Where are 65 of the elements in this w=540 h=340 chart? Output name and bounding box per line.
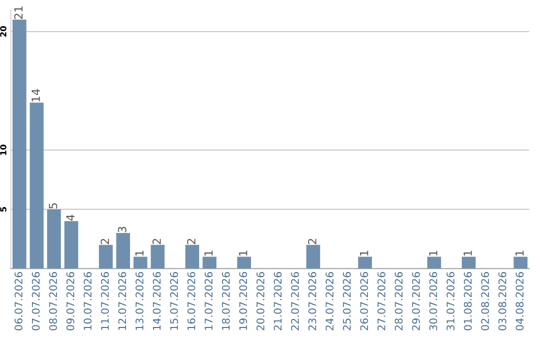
data-label: 14 xyxy=(32,89,40,102)
y-tick-label: 5 xyxy=(0,207,6,212)
bar xyxy=(150,244,165,269)
data-label: 4 xyxy=(66,214,74,221)
x-tick-label: 06.07.2026 xyxy=(14,272,22,330)
x-tick-label: 02.08.2026 xyxy=(481,272,490,330)
data-label: 1 xyxy=(464,250,472,256)
x-tick-label: 18.07.2026 xyxy=(222,272,230,330)
x-tick-label: 09.07.2026 xyxy=(66,272,74,330)
x-tick-label: 14.07.2026 xyxy=(152,272,161,330)
x-tick-label: 29.07.2026 xyxy=(412,272,420,330)
x-tick-label: 17.07.2026 xyxy=(204,272,213,330)
data-label: 2 xyxy=(100,238,109,244)
data-label: 5 xyxy=(48,203,58,208)
x-tick-label: 31.07.2026 xyxy=(446,272,454,330)
data-label: 2 xyxy=(187,238,196,244)
data-label: 1 xyxy=(135,250,144,256)
x-tick-label: 03.08.2026 xyxy=(498,272,506,330)
x-tick-label: 01.08.2026 xyxy=(464,272,472,330)
x-tick-label: 07.07.2026 xyxy=(32,272,40,330)
bar xyxy=(30,102,44,269)
bar xyxy=(12,20,26,269)
bar xyxy=(64,221,78,269)
bar xyxy=(462,256,476,269)
x-tick-label: 25.07.2026 xyxy=(342,272,351,330)
data-label: 1 xyxy=(239,250,248,256)
x-tick-label: 23.07.2026 xyxy=(308,272,316,330)
data-label: 2 xyxy=(308,238,316,244)
x-tick-label: 22.07.2026 xyxy=(291,272,299,330)
x-tick-label: 30.07.2026 xyxy=(429,272,438,330)
x-tick-label: 16.07.2026 xyxy=(187,272,196,330)
bar xyxy=(306,244,320,269)
data-label: 1 xyxy=(516,250,524,256)
bar xyxy=(514,256,528,269)
x-tick-label: 20.07.2026 xyxy=(256,272,264,330)
x-tick-label: 15.07.2026 xyxy=(170,272,178,330)
data-label: 3 xyxy=(118,226,126,232)
bar xyxy=(116,233,130,269)
x-tick-label: 19.07.2026 xyxy=(239,272,248,330)
bar xyxy=(237,256,251,269)
x-tick-label: 08.07.2026 xyxy=(49,272,58,330)
bar xyxy=(202,256,216,269)
bar xyxy=(47,209,61,269)
y-tick-label: 10 xyxy=(0,144,6,155)
data-label: 1 xyxy=(429,250,438,256)
data-label: 21 xyxy=(14,6,23,19)
x-tick-label: 24.07.2026 xyxy=(326,272,334,330)
x-tick-label: 27.07.2026 xyxy=(377,272,386,330)
x-tick-label: 12.07.2026 xyxy=(118,272,126,330)
data-label: 2 xyxy=(152,238,161,244)
bar xyxy=(358,256,372,269)
x-tick-label: 26.07.2026 xyxy=(360,272,368,330)
x-tick-label: 21.07.2026 xyxy=(274,272,282,330)
x-tick-label: 13.07.2026 xyxy=(136,272,144,330)
x-tick-label: 11.07.2026 xyxy=(100,272,109,330)
data-label: 1 xyxy=(360,250,368,256)
data-label: 1 xyxy=(204,250,213,256)
x-tick-label: 10.07.2026 xyxy=(84,272,92,330)
bar xyxy=(133,256,148,269)
bar xyxy=(185,244,200,269)
bar xyxy=(98,244,113,269)
bar xyxy=(427,256,442,269)
x-tick-label: 28.07.2026 xyxy=(394,272,403,330)
x-tick-label: 04.08.2026 xyxy=(516,272,524,330)
y-tick-label: 20 xyxy=(0,26,6,37)
